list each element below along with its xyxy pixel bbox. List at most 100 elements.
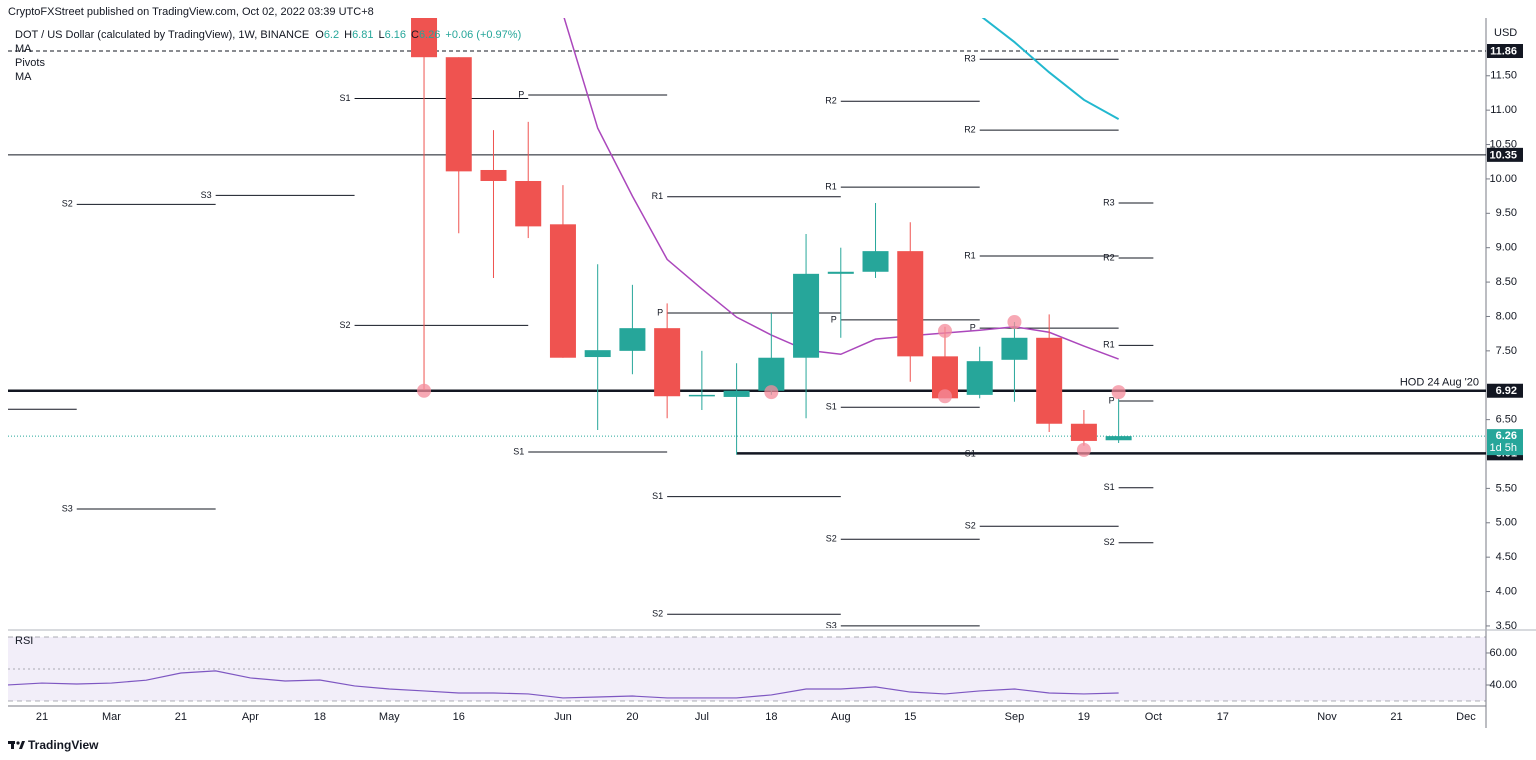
x-tick-label: Sep — [1005, 711, 1025, 723]
pivot-label: R1 — [652, 191, 664, 201]
x-tick-label: Jul — [695, 711, 709, 723]
pivot-label: S3 — [201, 190, 212, 200]
y-tick-label: 11.00 — [1490, 104, 1517, 116]
x-tick-label: 17 — [1217, 711, 1229, 723]
pivot-label: R3 — [1103, 197, 1115, 207]
price-label-box — [1487, 383, 1523, 398]
candle-body — [897, 251, 924, 357]
y-tick-label: 10.50 — [1489, 138, 1517, 150]
x-tick-label: 21 — [175, 711, 187, 723]
indicator: MA — [15, 43, 32, 55]
ohlc-label: H — [344, 29, 352, 41]
rsi-tick-label: 60.00 — [1489, 647, 1517, 659]
rsi-tick-label: 40.00 — [1489, 679, 1517, 691]
pivot-label: S2 — [62, 199, 73, 209]
candle-body — [723, 390, 750, 397]
pivot-label: S1 — [826, 402, 837, 412]
candle-body — [549, 224, 576, 358]
candle-body — [411, 18, 438, 58]
pivot-label: P — [657, 307, 663, 317]
last-price-box — [1487, 429, 1523, 456]
candle-body — [1036, 337, 1063, 424]
touch-marker — [417, 383, 432, 398]
x-tick-label: 20 — [626, 711, 638, 723]
ohlc-value: 6.2 — [324, 29, 339, 41]
y-tick-label: 11.50 — [1490, 70, 1517, 82]
candle-body — [1070, 423, 1097, 441]
pivot-label: R2 — [825, 96, 837, 106]
candle-body — [827, 271, 854, 274]
candle-body — [584, 350, 611, 358]
x-tick-label: Aug — [831, 711, 851, 723]
x-tick-label: 15 — [904, 711, 916, 723]
level-note: HOD 24 Aug '20 — [1400, 377, 1479, 389]
price-label: 6.92 — [1496, 385, 1517, 397]
candle-body — [515, 180, 542, 227]
candle-body — [619, 328, 646, 351]
price-label: 10.35 — [1489, 149, 1517, 161]
x-tick-label: Dec — [1456, 711, 1476, 723]
pivot-label: P — [518, 89, 524, 99]
indicator: MA — [15, 71, 32, 83]
ohlc-value: 6.16 — [385, 29, 406, 41]
candle-body — [688, 394, 715, 397]
x-tick-label: Apr — [242, 711, 259, 723]
countdown: 1d 5h — [1489, 442, 1517, 454]
ohlc-value: 6.26 — [419, 29, 440, 41]
price-label-box — [1487, 147, 1523, 162]
pivot-label: P — [1109, 395, 1115, 405]
candle-body — [1105, 436, 1132, 441]
pivot-label: R3 — [964, 54, 976, 64]
ohlc-value: 6.81 — [352, 29, 373, 41]
brand-logo — [8, 741, 25, 749]
pivot-label: S2 — [1104, 537, 1115, 547]
x-tick-label: 21 — [1390, 711, 1402, 723]
pivot-label: S1 — [513, 446, 524, 456]
candle-body — [793, 273, 820, 358]
y-tick-label: 9.00 — [1496, 242, 1517, 254]
candle-body — [654, 328, 681, 397]
pivot-label: P — [970, 323, 976, 333]
brand: TradingView — [28, 738, 99, 752]
candle-body — [480, 169, 507, 181]
x-tick-label: May — [379, 711, 400, 723]
y-tick-label: 5.50 — [1496, 482, 1517, 494]
candle-body — [862, 251, 889, 272]
pivot-label: R2 — [1103, 252, 1115, 262]
overlay: 3.50 4.00 4.50 5.00 5.50 6.50 7.50 8.00 8.50 9.00… — [36, 44, 1523, 723]
candle-body — [445, 57, 472, 172]
y-tick-label: 6.50 — [1496, 414, 1517, 426]
x-tick-label: 18 — [314, 711, 326, 723]
legend-line: DOT / US Dollar (calculated by TradingVi… — [15, 29, 521, 41]
touch-marker — [764, 385, 779, 400]
pivot-label: S1 — [340, 93, 351, 103]
rsi-line — [8, 670, 1119, 699]
change: +0.06 (+0.97%) — [445, 29, 521, 41]
x-tick-label: 16 — [453, 711, 465, 723]
pivot-label: S2 — [340, 320, 351, 330]
pivot-label: R1 — [1103, 340, 1115, 350]
currency: USD — [1494, 27, 1517, 39]
pivot-label: S2 — [965, 521, 976, 531]
y-tick-label: 8.00 — [1496, 310, 1517, 322]
x-tick-label: 21 — [36, 711, 48, 723]
y-tick-label: 9.50 — [1496, 207, 1517, 219]
x-tick-label: Nov — [1317, 711, 1337, 723]
x-tick-label: 19 — [1078, 711, 1090, 723]
publisher: CryptoFXStreet published on TradingView.… — [8, 6, 374, 18]
candle-body — [1001, 337, 1028, 360]
pivot-label: S3 — [826, 620, 837, 630]
y-tick-label: 3.50 — [1496, 620, 1517, 632]
y-tick-label: 4.00 — [1496, 585, 1517, 597]
y-tick-label: 5.00 — [1496, 517, 1517, 529]
y-tick-label: 7.50 — [1496, 345, 1517, 357]
ohlc-label: C — [411, 29, 419, 41]
x-tick-label: Jun — [554, 711, 572, 723]
last-price-label: 6.26 — [1496, 430, 1517, 442]
ohlc-label: O — [315, 29, 324, 41]
y-tick-label: 8.50 — [1496, 276, 1517, 288]
rsi-title: RSI — [15, 635, 33, 647]
moving-average — [981, 18, 1120, 120]
pivot-label: R1 — [825, 182, 837, 192]
